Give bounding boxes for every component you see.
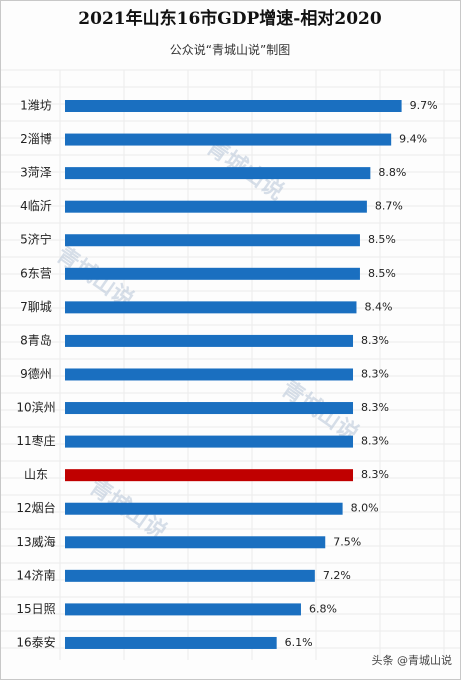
value-label: 6.8% [309,602,337,615]
y-tick-label: 6东营 [20,266,52,280]
value-label: 8.3% [361,401,389,414]
bar [65,402,354,415]
y-tick-label: 山东 [24,468,48,482]
y-tick-label: 7聊城 [20,300,52,314]
y-tick-label: 16泰安 [16,634,55,649]
value-label: 8.5% [368,267,396,280]
bar [65,234,360,247]
value-label: 8.4% [364,300,392,313]
bar [65,301,357,314]
y-tick-label: 5济宁 [20,232,52,247]
value-label: 8.3% [361,367,389,380]
y-tick-label: 9德州 [20,366,52,381]
y-tick-label: 2淄博 [20,131,52,146]
value-label: 9.7% [410,99,438,112]
value-label: 7.5% [333,535,361,548]
value-label: 8.0% [351,502,379,515]
y-tick-label: 13威海 [16,534,55,549]
value-label: 7.2% [323,569,351,582]
value-label: 8.3% [361,468,389,481]
bar [65,636,277,649]
value-label: 8.3% [361,334,389,347]
y-tick-label: 10滨州 [16,400,55,415]
bar [65,536,326,549]
chart-subtitle: 公众说“青城山说”制图 [170,42,290,57]
chart-title: 2021年山东16市GDP增速-相对2020 [78,8,382,29]
bar [65,435,354,448]
bar [65,334,354,347]
bar [65,368,354,381]
value-label: 6.1% [285,636,313,649]
value-label: 8.7% [375,200,403,213]
value-label: 8.3% [361,435,389,448]
bar [65,569,315,582]
y-tick-label: 1潍坊 [20,98,52,113]
y-tick-label: 8青岛 [20,332,52,347]
footer: 头条 @青城山说 [372,653,453,667]
value-label: 8.8% [378,166,406,179]
bar [65,469,354,482]
bar [65,167,371,180]
bar [65,502,343,515]
y-tick-label: 4临沂 [20,199,52,213]
y-tick-label: 15日照 [16,602,55,616]
y-tick-label: 3菏泽 [20,166,52,180]
y-tick-label: 11枣庄 [16,433,55,448]
y-tick-label: 14济南 [16,567,55,582]
bar [65,200,367,213]
bar [65,133,392,146]
bar [65,603,301,616]
value-label: 9.4% [399,133,427,146]
y-tick-label: 12烟台 [16,500,55,515]
bar [65,267,360,280]
bar [65,100,402,112]
value-label: 8.5% [368,233,396,246]
